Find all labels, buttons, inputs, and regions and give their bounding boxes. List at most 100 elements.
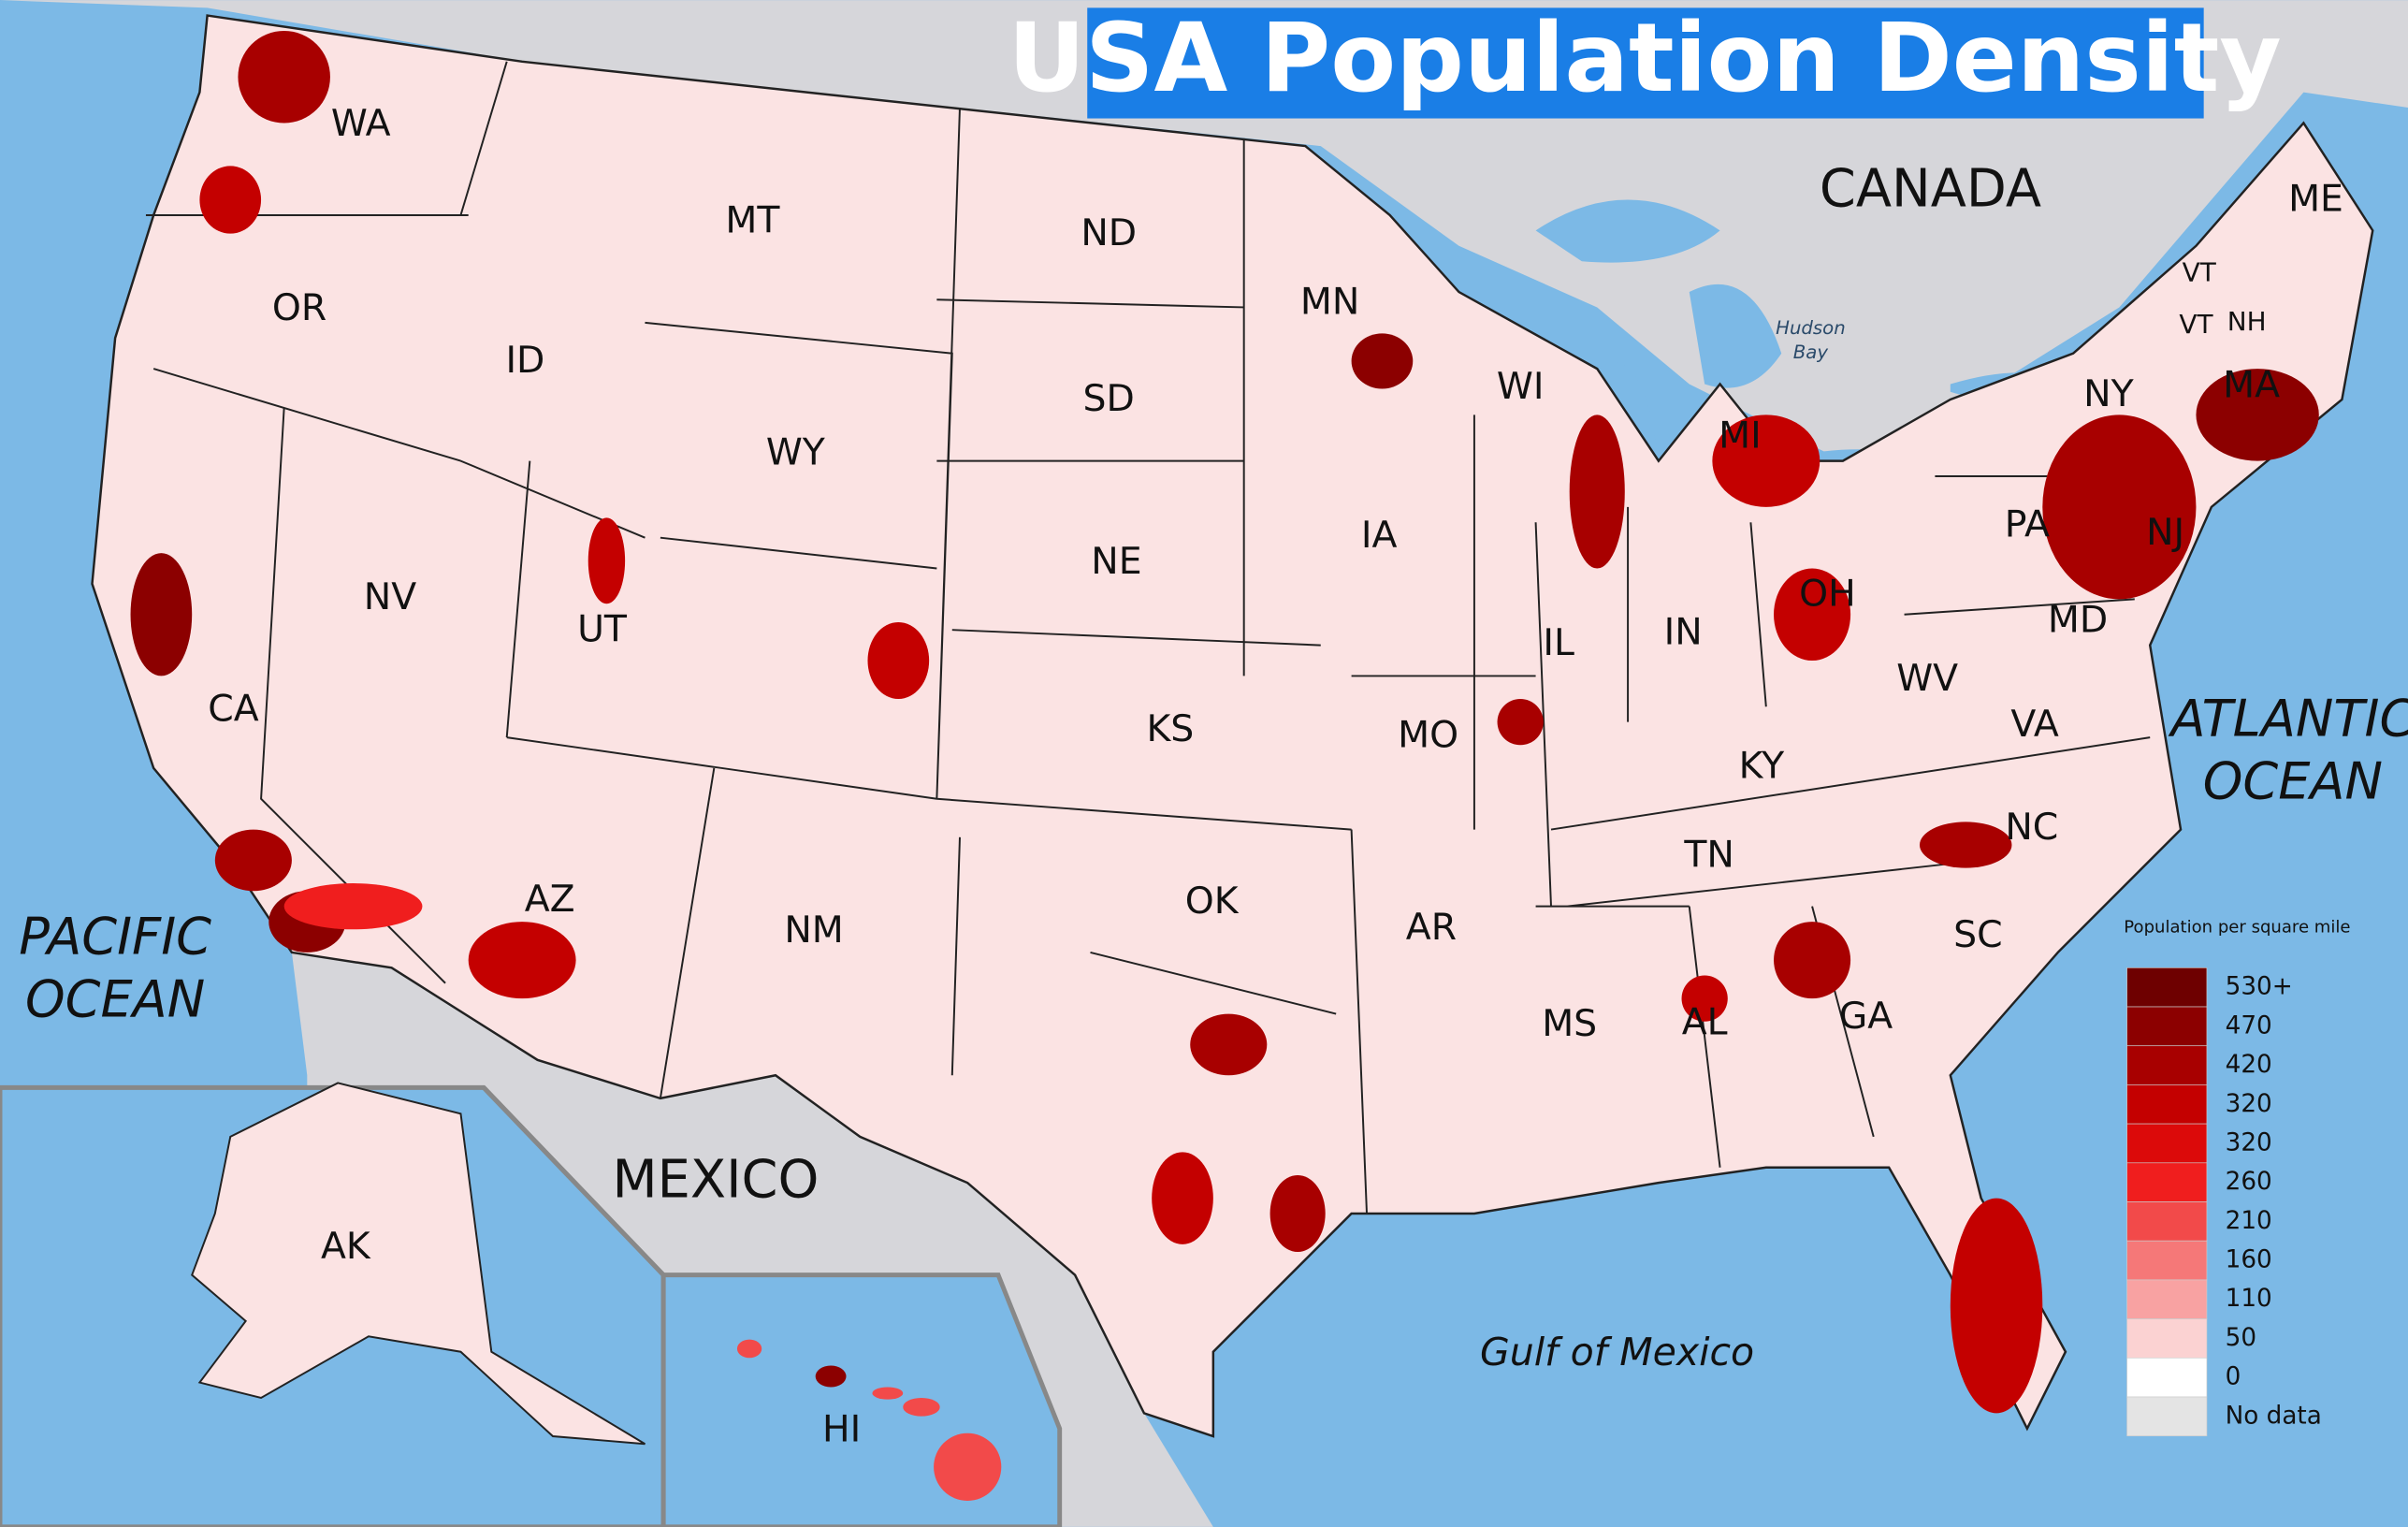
dense-area [867,621,930,700]
dense-area [1950,1198,2043,1414]
state-label: MS [1542,1002,1597,1045]
legend-title: Population per square mile [2124,918,2350,938]
state-label: MN [1300,281,1359,324]
state-label: VT [2183,256,2217,287]
dense-area [1497,699,1544,746]
dense-area [587,517,626,604]
state-label: PA [2005,503,2050,546]
dense-areas [130,30,2319,1414]
island [872,1387,904,1400]
dense-area [199,166,262,234]
dense-area [214,829,292,892]
legend-swatch [2126,1162,2208,1202]
ocean-label: OCEAN [25,970,205,1029]
bay-label: Bay [1793,342,1829,363]
island [934,1432,1002,1501]
legend-swatch [2126,1006,2208,1047]
dense-area [1190,1013,1268,1076]
legend-label: 110 [2226,1285,2272,1313]
hawaii-inset [660,1272,1063,1527]
legend-swatch [2126,1396,2208,1437]
ocean-label: OCEAN [2203,752,2383,811]
dense-area [1712,414,1821,507]
state-label: KS [1146,707,1194,750]
legend-label: 530+ [2226,973,2293,1001]
state-label: HI [822,1408,861,1451]
state-label: MD [2048,598,2108,641]
great-lakes [1535,199,2074,492]
legend-label: 0 [2226,1363,2241,1391]
country-label: CANADA [1820,158,2041,219]
state-label: MO [1398,714,1458,757]
dense-area [1269,1174,1326,1253]
title-box [1087,7,2204,119]
legend-swatch [2126,967,2208,1008]
state-label: OH [1799,573,1856,616]
legend-swatch [2126,1240,2208,1281]
dense-area [1774,568,1851,662]
legend-swatch [2126,1357,2208,1398]
bay-label: Hudson [1776,317,1846,339]
dense-area [1919,822,2012,868]
legend-label: 50 [2226,1324,2256,1352]
state-label: NH [2227,306,2267,337]
legend-swatch [2126,1201,2208,1242]
dense-area [1569,414,1625,569]
state-label: ND [1081,211,1137,254]
state-label: NE [1091,540,1141,583]
island [903,1397,940,1417]
state-label: CA [208,688,258,731]
dense-area [1681,975,1728,1022]
ocean-label: PACIFIC [19,907,211,966]
legend-label: 470 [2226,1011,2272,1040]
dense-area [1152,1152,1213,1244]
state-label: NY [2083,372,2134,415]
state-label: SD [1083,377,1135,420]
legend: Population per square mile 530+ 470 420 320 3… [2124,918,2351,1437]
legend-swatch [2126,1279,2208,1319]
legend-label: 260 [2226,1168,2272,1196]
title: USA Population Density [1008,4,2282,114]
state-label: GA [1839,995,1893,1038]
state-label: IL [1543,621,1574,664]
dense-area [130,553,193,676]
state-label: KY [1739,744,1785,787]
state-label: NM [784,909,843,952]
legend-label: 160 [2226,1246,2272,1274]
state-label: WV [1896,657,1958,700]
state-label: ME [2288,178,2343,221]
dense-area [283,883,423,930]
legend-label: 320 [2226,1128,2272,1156]
state-label: OR [272,286,326,329]
state-label: NV [364,575,416,618]
gulf-label: Gulf of Mexico [1480,1330,1754,1374]
state-label: IN [1664,611,1703,654]
legend-swatch [2126,1123,2208,1164]
legend-label: 210 [2226,1207,2272,1235]
dense-area [1351,333,1414,389]
legend-label: 320 [2226,1090,2272,1118]
state-label: TN [1683,834,1734,877]
state-label: UT [577,607,628,650]
dense-area [2196,369,2319,461]
state-label: IA [1361,514,1398,557]
state-label: AK [321,1225,371,1268]
legend-swatch [2126,1045,2208,1085]
island [815,1365,847,1388]
state-label: VT [2179,309,2213,340]
state-label: AZ [525,878,575,921]
alaska [191,1082,646,1446]
legend-swatch [2126,1318,2208,1359]
country-label: MEXICO [612,1149,819,1210]
legend-label: No data [2226,1402,2322,1430]
state-label: ID [505,339,544,382]
legend-label: 420 [2226,1051,2272,1079]
state-label: AR [1406,906,1457,949]
state-label: MT [725,199,780,242]
ocean-label: ATLANTIC [2168,689,2408,748]
state-label: AL [1682,1001,1728,1044]
state-borders [145,61,2151,1214]
state-label: SC [1953,913,2002,956]
dense-area [2042,414,2197,600]
